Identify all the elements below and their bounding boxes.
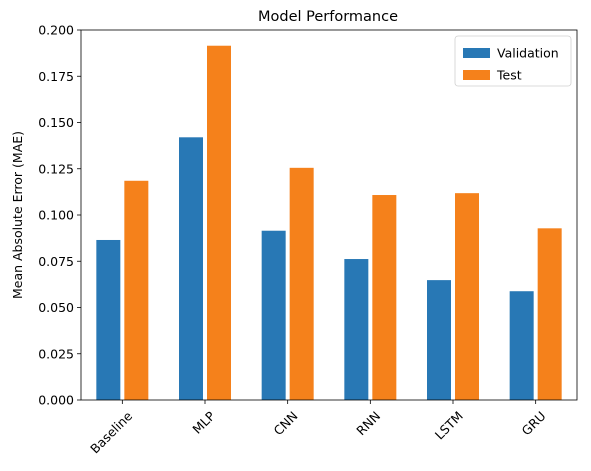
legend-swatch-validation xyxy=(463,48,490,58)
x-tick-label: GRU xyxy=(518,408,548,438)
bar-test-gru xyxy=(537,228,562,400)
y-tick-label: 0.025 xyxy=(38,346,74,361)
x-tick-label: MLP xyxy=(189,408,218,437)
legend-label-validation: Validation xyxy=(497,46,559,61)
y-tick-label: 0.175 xyxy=(38,69,74,84)
bar-test-rnn xyxy=(372,195,397,400)
bar-validation-cnn xyxy=(261,230,286,400)
legend-label-test: Test xyxy=(496,68,522,83)
bar-test-cnn xyxy=(289,167,314,400)
plot-area: Baseline MLP CNN RNN LSTM GRU 0.000 0.025 0.050 0… xyxy=(38,23,578,456)
y-axis-title: Mean Absolute Error (MAE) xyxy=(10,131,25,299)
chart-title: Model Performance xyxy=(258,9,398,25)
y-tick-label: 0.000 xyxy=(38,393,74,408)
x-tick-label: LSTM xyxy=(432,408,466,442)
y-tick-label: 0.075 xyxy=(38,254,74,269)
bar-test-lstm xyxy=(455,193,479,400)
bar-validation-baseline xyxy=(96,239,121,400)
y-tick-label: 0.125 xyxy=(38,161,74,176)
y-tick-label: 0.100 xyxy=(38,208,74,223)
legend-swatch-test xyxy=(463,70,490,80)
y-tick-label: 0.150 xyxy=(38,115,74,130)
bar-validation-lstm xyxy=(427,280,451,400)
bar-test-baseline xyxy=(124,180,149,400)
legend: Validation Test xyxy=(454,35,572,87)
bar-test-mlp xyxy=(207,45,231,400)
x-tick-label: RNN xyxy=(353,408,383,438)
bar-validation-rnn xyxy=(344,259,369,400)
bar-validation-gru xyxy=(509,291,534,400)
axes-frame xyxy=(80,29,578,401)
x-tick-label: Baseline xyxy=(87,408,135,456)
y-tick-label: 0.050 xyxy=(38,300,74,315)
y-tick-label: 0.200 xyxy=(38,23,74,38)
bar-validation-mlp xyxy=(179,137,203,401)
x-tick-label: CNN xyxy=(271,408,301,438)
